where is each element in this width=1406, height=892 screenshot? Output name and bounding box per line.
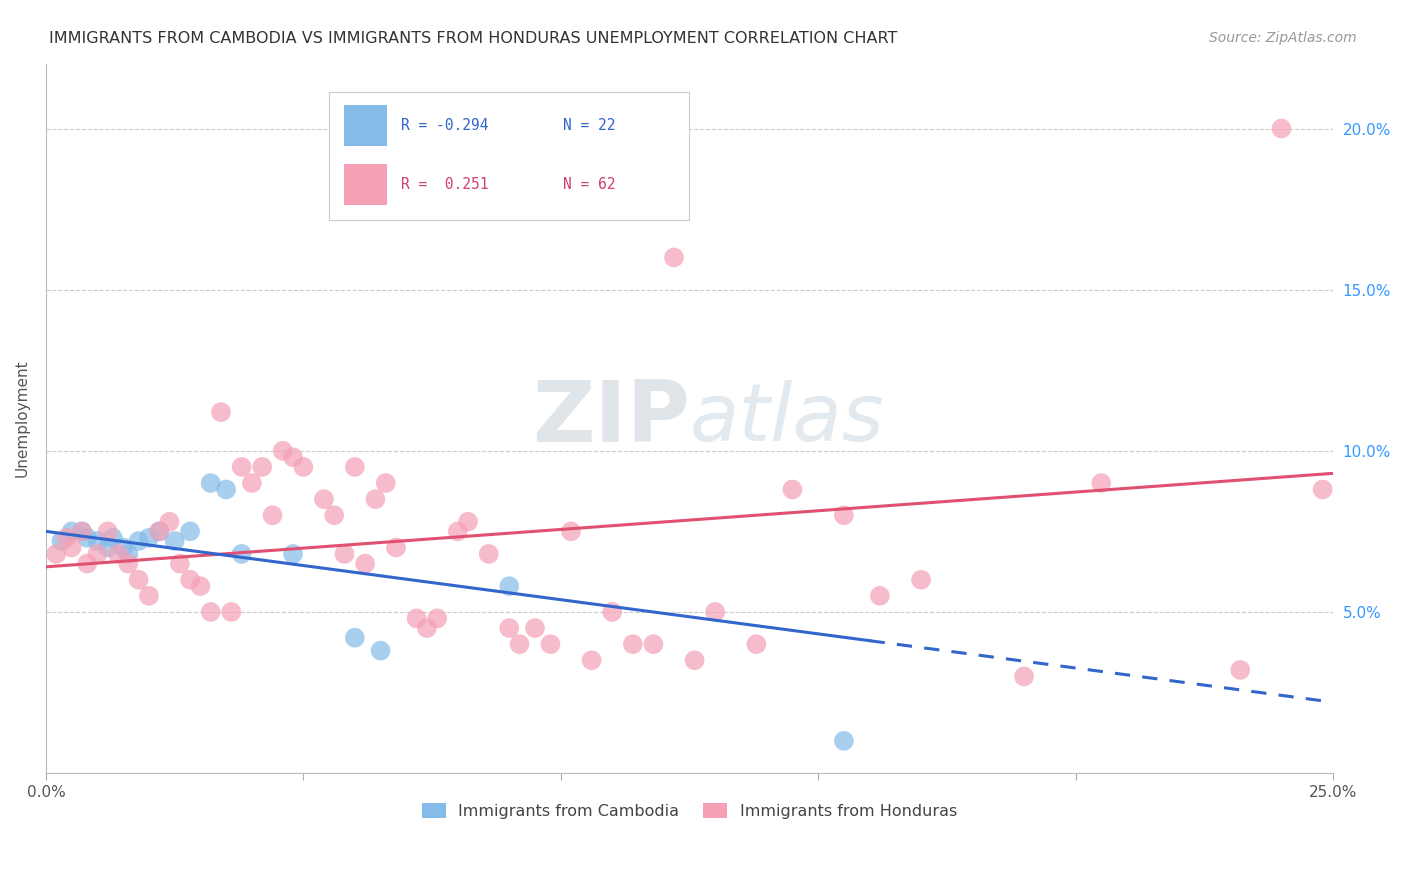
Text: Source: ZipAtlas.com: Source: ZipAtlas.com bbox=[1209, 31, 1357, 45]
Point bbox=[51, 534, 73, 549]
Point bbox=[581, 653, 603, 667]
Legend: Immigrants from Cambodia, Immigrants from Honduras: Immigrants from Cambodia, Immigrants fro… bbox=[415, 797, 963, 825]
Point bbox=[262, 508, 284, 523]
Point bbox=[107, 547, 129, 561]
Point bbox=[86, 534, 108, 549]
Y-axis label: Unemployment: Unemployment bbox=[15, 359, 30, 477]
Point bbox=[385, 541, 408, 555]
Point bbox=[457, 515, 479, 529]
Point bbox=[540, 637, 562, 651]
Point bbox=[250, 459, 273, 474]
Point bbox=[1270, 121, 1292, 136]
Point bbox=[45, 547, 67, 561]
Point bbox=[1012, 669, 1035, 683]
Point bbox=[200, 605, 222, 619]
Point bbox=[55, 531, 77, 545]
Point bbox=[128, 573, 150, 587]
Point bbox=[498, 579, 520, 593]
Point bbox=[179, 524, 201, 539]
Text: ZIP: ZIP bbox=[531, 377, 689, 460]
Point bbox=[643, 637, 665, 651]
Point bbox=[179, 573, 201, 587]
Point bbox=[292, 459, 315, 474]
Point bbox=[343, 459, 366, 474]
Point bbox=[97, 524, 120, 539]
Point bbox=[1229, 663, 1251, 677]
Point bbox=[600, 605, 623, 619]
Point bbox=[190, 579, 212, 593]
Point bbox=[271, 443, 294, 458]
Point bbox=[426, 611, 449, 625]
Point bbox=[281, 547, 304, 561]
Point bbox=[621, 637, 644, 651]
Point bbox=[200, 476, 222, 491]
Point bbox=[117, 557, 139, 571]
Point bbox=[148, 524, 170, 539]
Point bbox=[683, 653, 706, 667]
Point bbox=[405, 611, 427, 625]
Point bbox=[1090, 476, 1112, 491]
Point bbox=[70, 524, 93, 539]
Point bbox=[281, 450, 304, 465]
Point bbox=[447, 524, 470, 539]
Point bbox=[231, 459, 253, 474]
Point bbox=[745, 637, 768, 651]
Point bbox=[910, 573, 932, 587]
Point bbox=[333, 547, 356, 561]
Point bbox=[832, 508, 855, 523]
Point bbox=[343, 631, 366, 645]
Point bbox=[159, 515, 181, 529]
Point bbox=[231, 547, 253, 561]
Text: IMMIGRANTS FROM CAMBODIA VS IMMIGRANTS FROM HONDURAS UNEMPLOYMENT CORRELATION CH: IMMIGRANTS FROM CAMBODIA VS IMMIGRANTS F… bbox=[49, 31, 897, 46]
Point bbox=[704, 605, 727, 619]
Point bbox=[240, 476, 263, 491]
Point bbox=[117, 547, 139, 561]
Point bbox=[138, 531, 160, 545]
Point bbox=[782, 483, 804, 497]
Point bbox=[221, 605, 243, 619]
Point bbox=[138, 589, 160, 603]
Text: atlas: atlas bbox=[689, 380, 884, 458]
Point bbox=[70, 524, 93, 539]
Point bbox=[163, 534, 186, 549]
Point bbox=[128, 534, 150, 549]
Point bbox=[832, 734, 855, 748]
Point bbox=[215, 483, 238, 497]
Point bbox=[509, 637, 531, 651]
Point bbox=[86, 547, 108, 561]
Point bbox=[76, 557, 98, 571]
Point bbox=[662, 251, 685, 265]
Point bbox=[524, 621, 547, 635]
Point bbox=[478, 547, 501, 561]
Point bbox=[498, 621, 520, 635]
Point bbox=[1312, 483, 1334, 497]
Point bbox=[101, 531, 124, 545]
Point bbox=[312, 492, 335, 507]
Point bbox=[209, 405, 232, 419]
Point bbox=[112, 541, 135, 555]
Point bbox=[323, 508, 346, 523]
Point bbox=[60, 541, 83, 555]
Point bbox=[169, 557, 191, 571]
Point bbox=[370, 643, 392, 657]
Point bbox=[148, 524, 170, 539]
Point bbox=[416, 621, 439, 635]
Point bbox=[869, 589, 891, 603]
Point bbox=[97, 541, 120, 555]
Point bbox=[354, 557, 377, 571]
Point bbox=[60, 524, 83, 539]
Point bbox=[560, 524, 582, 539]
Point bbox=[374, 476, 396, 491]
Point bbox=[76, 531, 98, 545]
Point bbox=[364, 492, 387, 507]
